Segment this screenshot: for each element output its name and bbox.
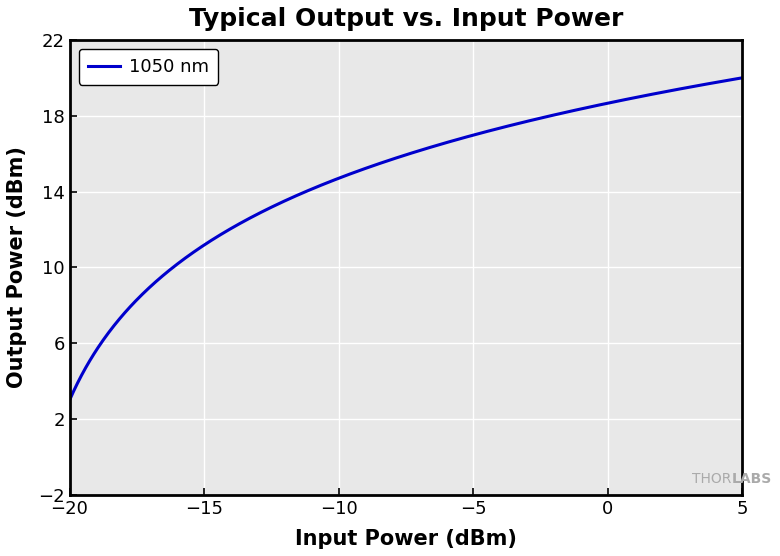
Title: Typical Output vs. Input Power: Typical Output vs. Input Power — [189, 7, 623, 31]
Legend: 1050 nm: 1050 nm — [79, 49, 218, 85]
Text: LABS: LABS — [732, 471, 772, 485]
X-axis label: Input Power (dBm): Input Power (dBm) — [295, 529, 517, 549]
Y-axis label: Output Power (dBm): Output Power (dBm) — [7, 147, 27, 389]
Text: THOR: THOR — [693, 471, 732, 485]
